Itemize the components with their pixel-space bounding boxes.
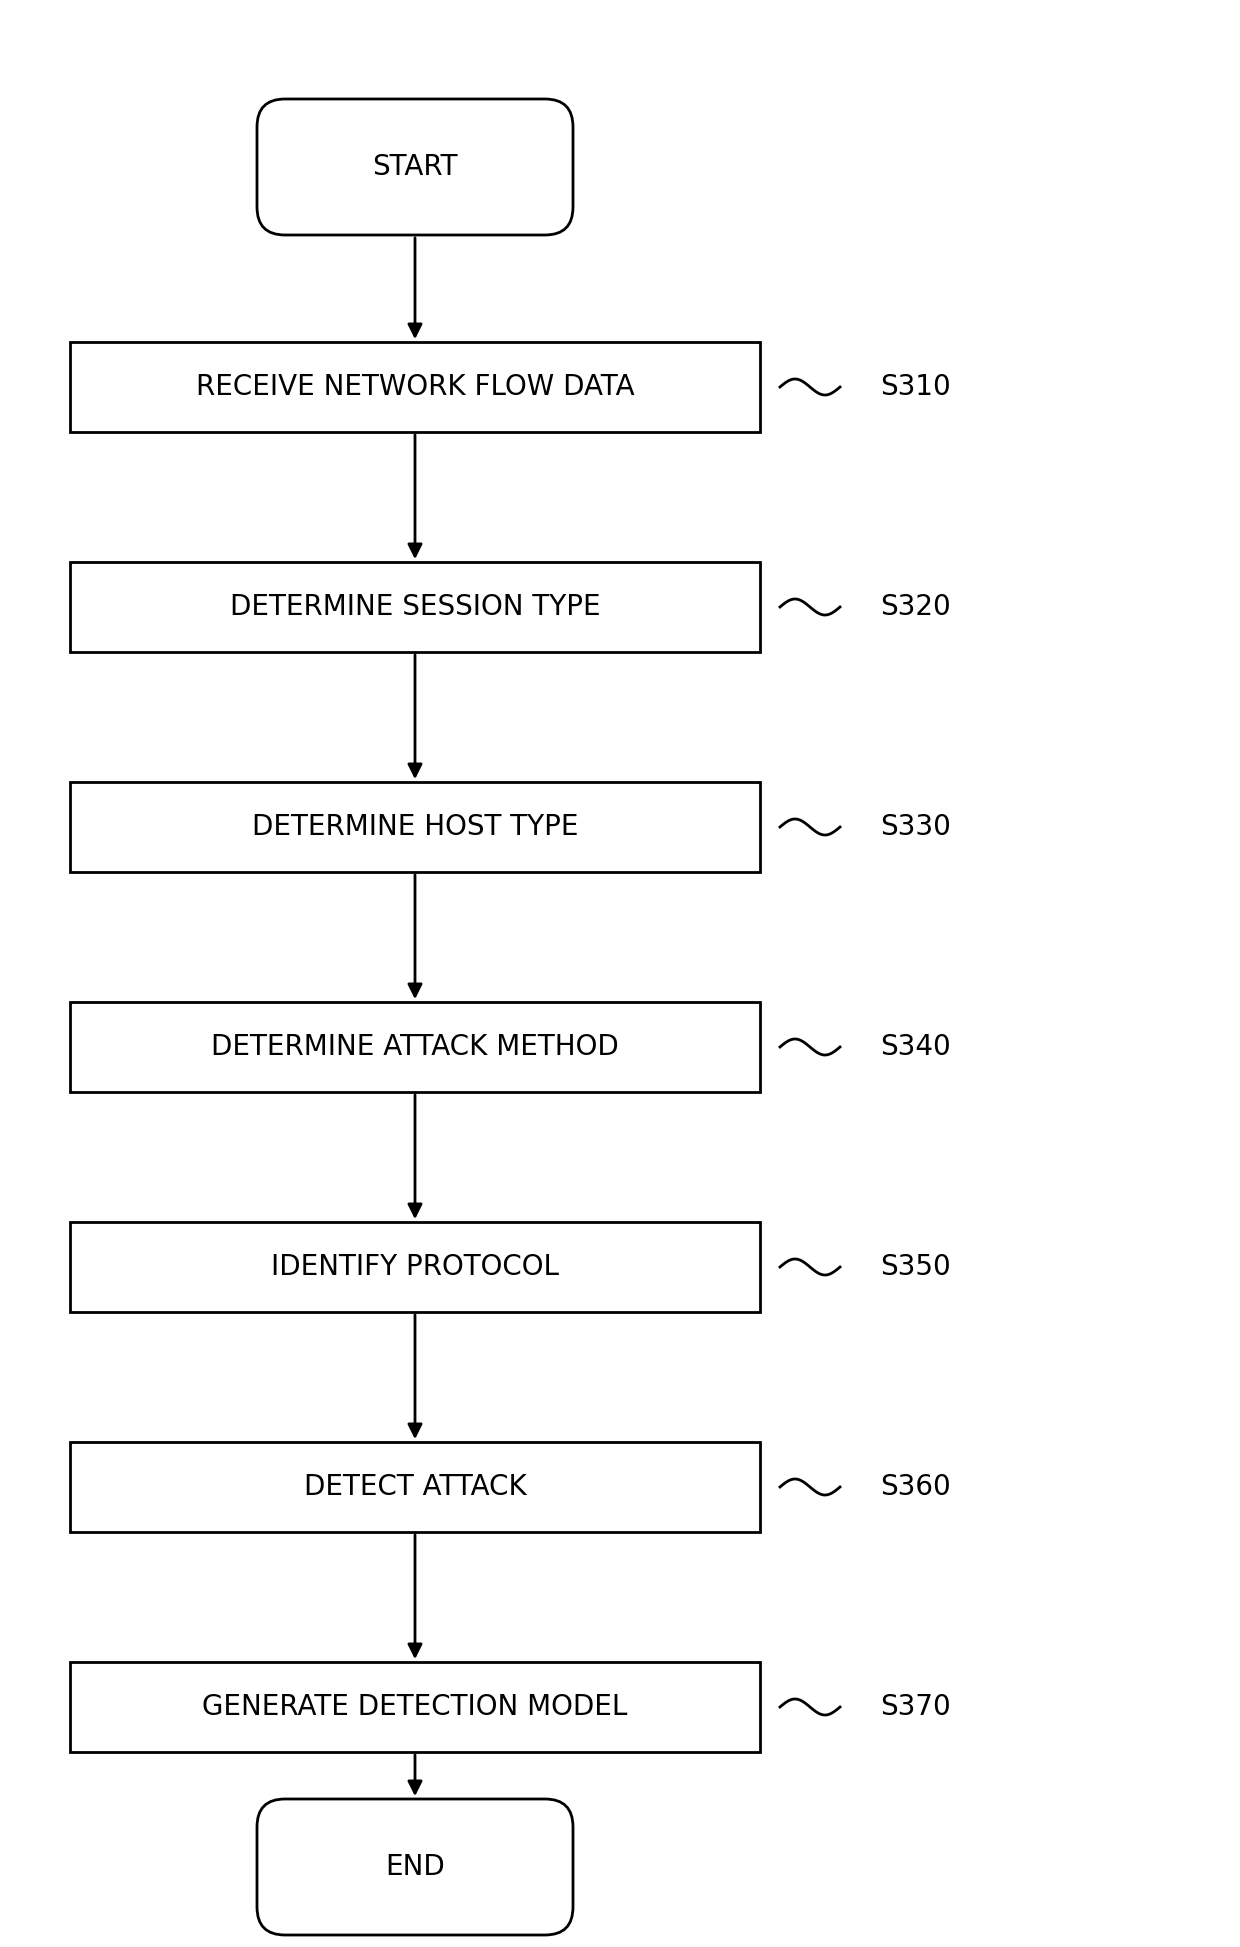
Bar	[69, 563, 760, 652]
Bar	[69, 1443, 760, 1532]
Text: S370: S370	[880, 1694, 951, 1721]
Text: DETERMINE SESSION TYPE: DETERMINE SESSION TYPE	[229, 594, 600, 621]
Bar	[69, 343, 760, 432]
Text: S350: S350	[880, 1254, 951, 1281]
Text: DETERMINE ATTACK METHOD: DETERMINE ATTACK METHOD	[211, 1034, 619, 1061]
FancyBboxPatch shape	[257, 99, 573, 236]
Text: S320: S320	[880, 594, 951, 621]
Text: S330: S330	[880, 814, 951, 841]
Bar	[69, 1003, 760, 1092]
Text: S340: S340	[880, 1034, 951, 1061]
Text: S310: S310	[880, 374, 951, 401]
Text: S360: S360	[880, 1474, 951, 1501]
Bar	[69, 1663, 760, 1752]
FancyBboxPatch shape	[257, 1799, 573, 1935]
Text: START: START	[372, 154, 458, 181]
Text: RECEIVE NETWORK FLOW DATA: RECEIVE NETWORK FLOW DATA	[196, 374, 635, 401]
Text: GENERATE DETECTION MODEL: GENERATE DETECTION MODEL	[202, 1694, 627, 1721]
Text: IDENTIFY PROTOCOL: IDENTIFY PROTOCOL	[272, 1254, 559, 1281]
Text: DETECT ATTACK: DETECT ATTACK	[304, 1474, 526, 1501]
Text: DETERMINE HOST TYPE: DETERMINE HOST TYPE	[252, 814, 578, 841]
Bar	[69, 1223, 760, 1312]
Bar	[69, 783, 760, 872]
Text: END: END	[386, 1854, 445, 1881]
